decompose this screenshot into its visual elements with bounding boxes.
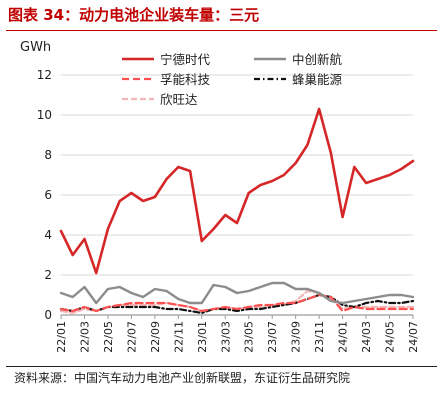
x-tick-labels: 22/01 22/03 22/05 22/07 22/09 22/11 23/01 23/03… xyxy=(55,321,420,353)
x-tick-label: 22/03 xyxy=(78,321,91,353)
legend-label: 欣旺达 xyxy=(160,92,198,107)
series-line-1 xyxy=(59,281,415,305)
y-gridlines xyxy=(61,74,413,276)
x-tick-label: 22/09 xyxy=(149,321,162,353)
series-line-2 xyxy=(59,293,415,313)
x-tick-label: 23/09 xyxy=(290,321,303,353)
x-tick-label: 23/01 xyxy=(196,321,209,353)
series-lines xyxy=(59,107,415,315)
source-note: 资料来源：中国汽车动力电池产业创新联盟，东证衍生品研究院 xyxy=(14,371,351,385)
x-tick-label: 24/03 xyxy=(360,321,373,353)
y-tick-label: 12 xyxy=(37,68,52,82)
legend-label: 孚能科技 xyxy=(160,72,211,87)
y-tick-label: 4 xyxy=(44,228,52,242)
x-tick-label: 23/05 xyxy=(243,321,256,353)
y-tick-label: 6 xyxy=(44,188,52,202)
legend-label: 蜂巢能源 xyxy=(292,72,343,87)
y-tick-label: 0 xyxy=(44,308,52,322)
y-tick-label: 10 xyxy=(37,108,52,122)
y-axis-unit-label: GWh xyxy=(20,40,52,55)
x-tick-label: 22/07 xyxy=(125,321,138,353)
x-tick-label: 23/07 xyxy=(266,321,279,353)
y-tick-labels: 0 2 4 6 8 10 12 xyxy=(37,68,52,322)
x-tick-label: 24/07 xyxy=(407,321,420,353)
series-line-0 xyxy=(59,107,415,275)
x-tick-label: 24/01 xyxy=(337,321,350,353)
title-divider xyxy=(6,30,437,31)
x-tick-label: 23/03 xyxy=(219,321,232,353)
series-line-3 xyxy=(59,293,415,315)
x-tick-label: 24/05 xyxy=(384,321,397,353)
y-tick-label: 8 xyxy=(44,148,52,162)
legend-label: 宁德时代 xyxy=(160,52,211,67)
line-chart: 0 2 4 6 8 10 12 22/01 22/03 22/05 22/07 22/09 22/11… xyxy=(37,52,420,353)
legend-label: 中创新航 xyxy=(292,52,343,67)
x-tick-label: 22/01 xyxy=(55,321,68,353)
x-tick-label: 23/11 xyxy=(313,321,326,353)
y-tick-label: 2 xyxy=(44,268,52,282)
x-tick-label: 22/11 xyxy=(172,321,185,353)
chart-title: 图表 34：动力电池企业装车量：三元 xyxy=(8,6,260,24)
footer-divider xyxy=(6,366,437,367)
x-axis xyxy=(60,314,414,319)
x-tick-label: 22/05 xyxy=(102,321,115,353)
